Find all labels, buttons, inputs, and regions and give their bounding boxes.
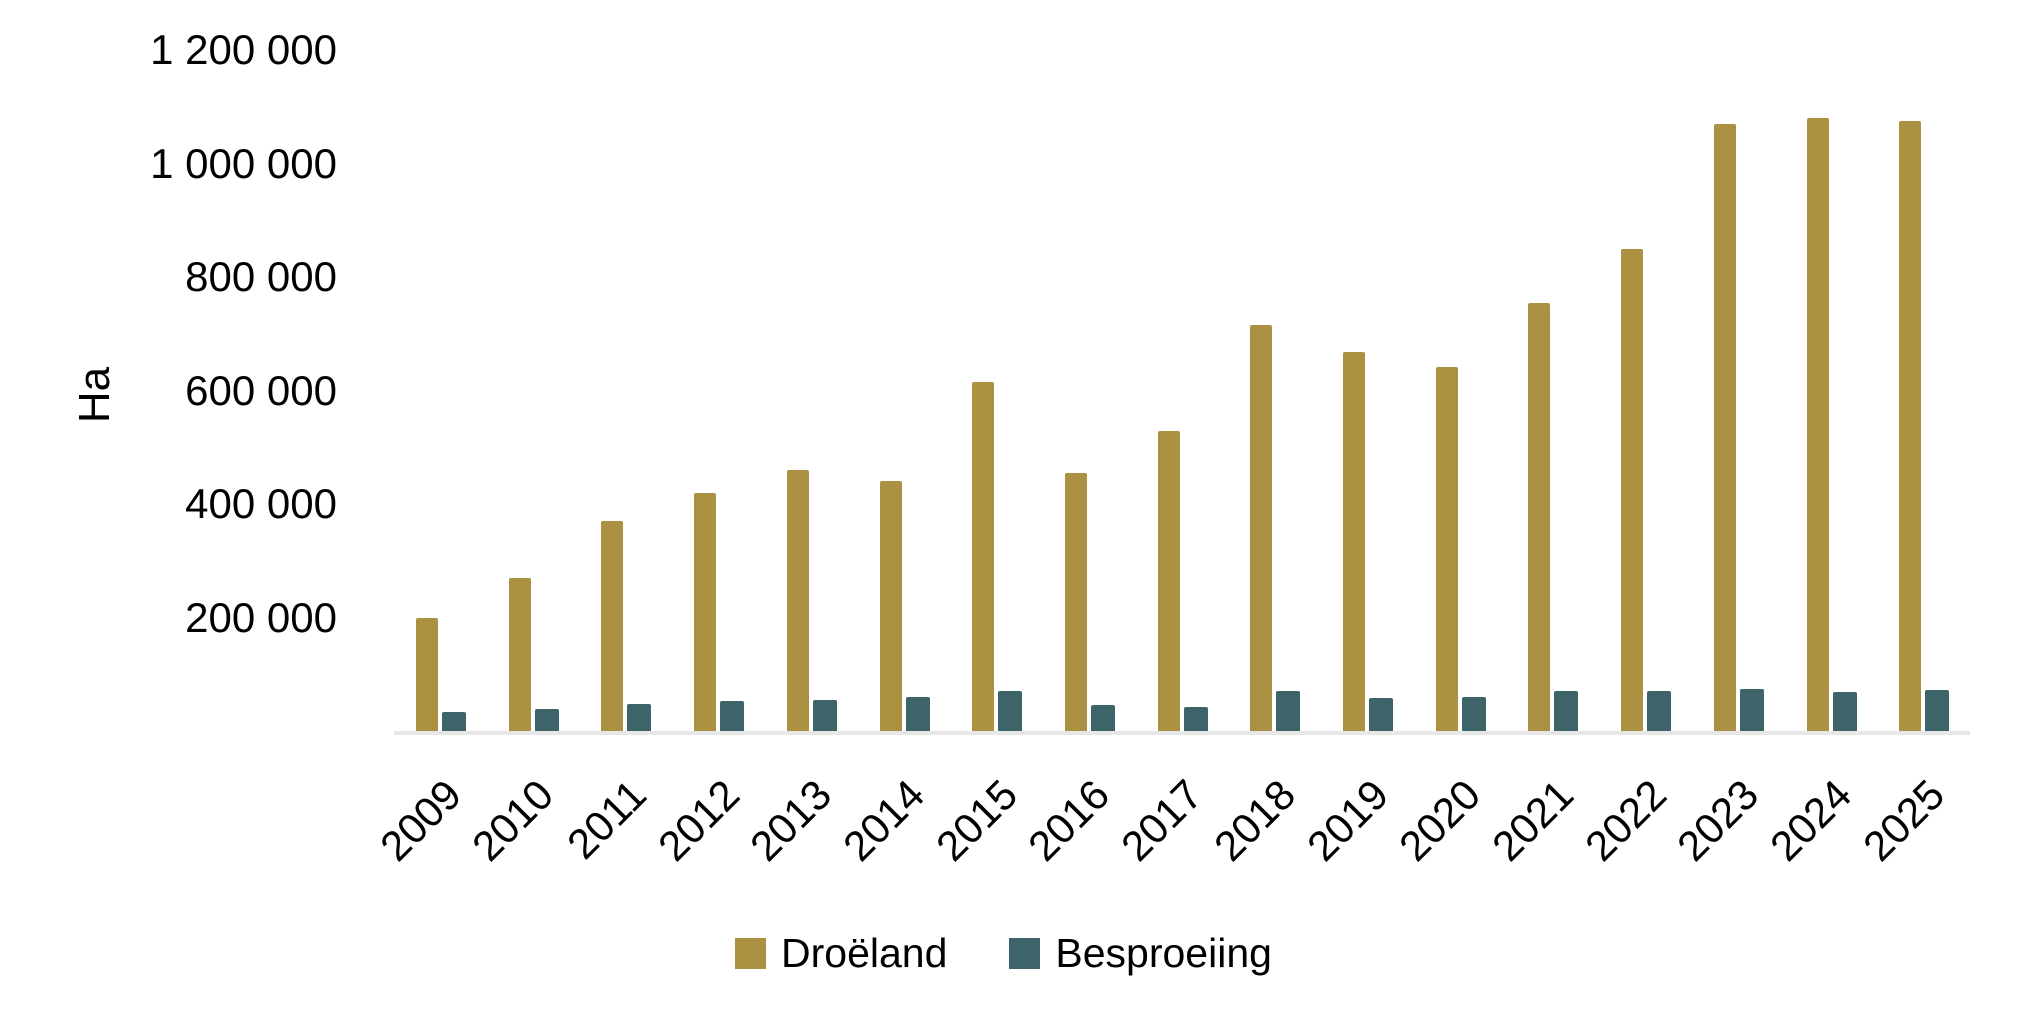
x-tick-label-2015: 2015 [926, 770, 1027, 870]
bar-droland-2025 [1899, 120, 1922, 731]
legend-label-besproeiing: Besproeiing [1055, 930, 1272, 976]
bar-besproeiing-2009 [442, 711, 466, 731]
bar-besproeiing-2014 [905, 696, 930, 731]
bar-droland-2015 [972, 381, 995, 731]
bar-besproeiing-2022 [1647, 691, 1672, 731]
bar-droland-2023 [1713, 123, 1736, 731]
x-tick-label-2022: 2022 [1575, 770, 1675, 870]
y-tick-label: 1 200 000 [150, 26, 337, 73]
bar-besproeiing-2010 [534, 709, 559, 731]
y-tick-label: 200 000 [185, 593, 337, 641]
x-tick-label-2017: 2017 [1112, 770, 1212, 870]
bar-droland-2021 [1528, 302, 1551, 731]
bar-droland-2022 [1621, 248, 1644, 731]
bar-besproeiing-2012 [720, 701, 745, 731]
bar-besproeiing-2019 [1369, 697, 1393, 731]
legend-swatch-droeland [735, 938, 766, 969]
x-tick-label-2009: 2009 [370, 770, 470, 870]
bar-droland-2018 [1250, 325, 1273, 731]
x-tick-label-2011: 2011 [558, 770, 656, 868]
legend-swatch-besproeiing [1009, 938, 1041, 969]
bar-besproeiing-2017 [1183, 706, 1208, 731]
bar-droland-2011 [601, 521, 624, 731]
bar-besproeiing-2021 [1554, 691, 1579, 731]
y-tick-label: 800 000 [185, 253, 337, 300]
x-tick-label-2013: 2013 [741, 770, 841, 870]
bar-droland-2013 [786, 469, 809, 731]
y-axis-title: Ha [70, 366, 119, 424]
y-tick-label: 400 000 [185, 480, 337, 527]
bar-besproeiing-2020 [1461, 696, 1486, 731]
bar-droland-2012 [694, 492, 717, 731]
bar-droland-2016 [1064, 472, 1087, 731]
bar-besproeiing-2024 [1832, 692, 1857, 731]
bar-besproeiing-2023 [1739, 689, 1764, 731]
x-tick-label-2020: 2020 [1390, 770, 1490, 870]
x-tick-label-2019: 2019 [1297, 770, 1397, 870]
x-tick-label-2021: 2021 [1482, 770, 1583, 870]
bar-droland-2019 [1343, 352, 1365, 731]
x-tick-label-2010: 2010 [463, 770, 563, 870]
x-tick-label-2024: 2024 [1761, 770, 1861, 870]
y-tick-label: 1 000 000 [150, 139, 337, 187]
bar-besproeiing-2025 [1925, 690, 1950, 731]
x-tick-label-2014: 2014 [834, 770, 934, 870]
bar-droland-2020 [1435, 366, 1458, 731]
legend-item-besproeiing: Besproeiing [1009, 933, 1272, 974]
bar-besproeiing-2018 [1276, 691, 1301, 731]
x-tick-label-2018: 2018 [1204, 770, 1305, 870]
x-tick-label-2025: 2025 [1853, 770, 1954, 870]
bar-droland-2009 [416, 617, 438, 731]
legend: Droëland Besproeiing [735, 933, 1272, 974]
bar-besproeiing-2016 [1090, 704, 1115, 731]
y-tick-label: 600 000 [185, 366, 337, 414]
bar-droland-2017 [1157, 431, 1180, 731]
bar-besproeiing-2013 [812, 699, 837, 731]
x-tick-label-2016: 2016 [1019, 770, 1119, 870]
legend-item-droeland: Droëland [735, 933, 947, 974]
bar-besproeiing-2011 [627, 703, 652, 731]
bar-droland-2024 [1806, 118, 1829, 731]
bar-droland-2010 [508, 577, 531, 731]
bar-droland-2014 [879, 481, 902, 731]
x-tick-label-2012: 2012 [648, 770, 748, 870]
bar-besproeiing-2015 [998, 691, 1023, 731]
x-tick-label-2023: 2023 [1668, 770, 1768, 870]
legend-label-droeland: Droëland [781, 930, 948, 976]
x-axis-line [394, 731, 1970, 735]
